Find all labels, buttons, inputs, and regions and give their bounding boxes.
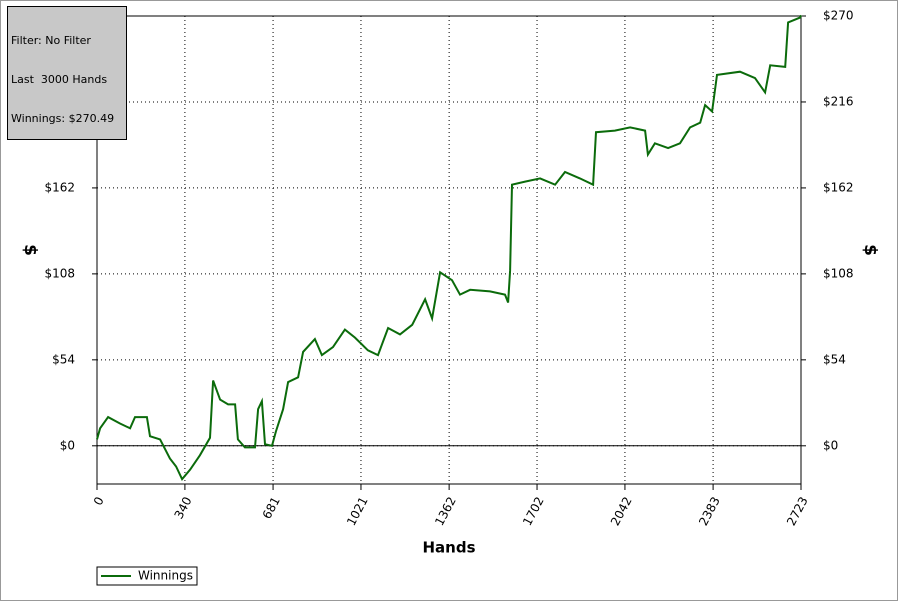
y2-tick-label: $162: [823, 180, 854, 194]
legend-box: [96, 566, 198, 586]
y-tick-label: $54: [52, 352, 75, 366]
y2-tick-label: $270: [823, 9, 854, 23]
info-box: Filter: No Filter Last 3000 Hands Winnin…: [7, 6, 127, 140]
y-tick-label: $108: [44, 266, 75, 280]
y2-tick-label: $54: [823, 352, 846, 366]
hands-text: Last 3000 Hands: [11, 73, 108, 86]
series-line: [96, 14, 802, 482]
y2-tick-label: $216: [823, 94, 854, 108]
y2-tick-label: $0: [823, 438, 838, 452]
y2-axis-label: $: [860, 244, 880, 256]
x-axis-label: Hands: [422, 539, 475, 557]
winnings-text: Winnings: $270.49: [11, 112, 115, 125]
plot-area: [96, 15, 802, 485]
y-tick-label: $0: [60, 438, 75, 452]
y-axis-label: $: [20, 244, 40, 256]
y-tick-label: $162: [44, 180, 75, 194]
y2-tick-label: $108: [823, 266, 854, 280]
legend-label: Winnings: [138, 569, 193, 583]
filter-text: Filter: No Filter: [11, 34, 91, 47]
